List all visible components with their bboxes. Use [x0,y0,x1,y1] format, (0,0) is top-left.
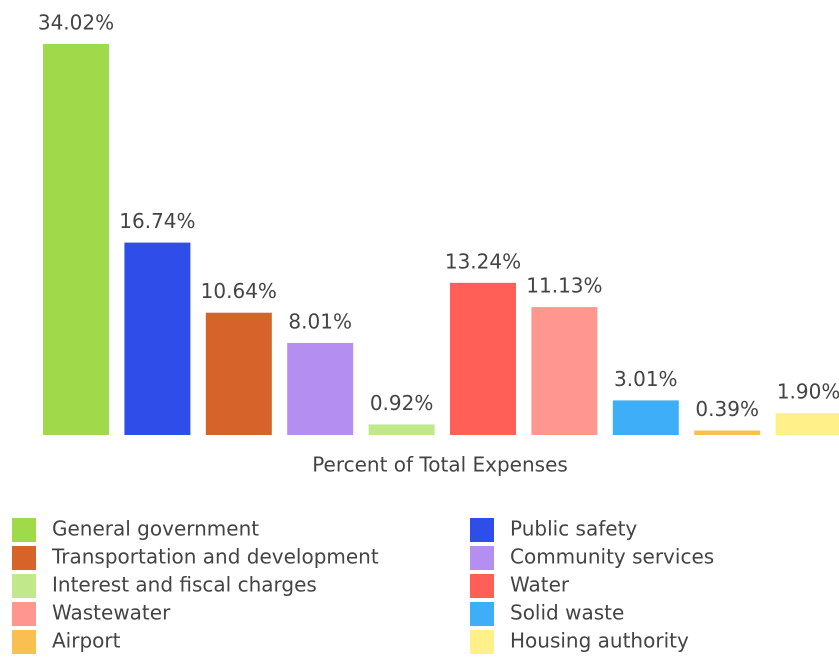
legend-label: Wastewater [52,601,171,625]
bar [43,44,109,435]
legend-swatch [470,546,494,570]
legend-label: Transportation and development [51,545,379,569]
bar [612,400,679,435]
x-axis-label: Percent of Total Expenses [312,453,568,477]
bar [694,430,761,435]
bar [287,342,354,435]
legend-swatch [12,630,36,654]
legend-swatch [12,574,36,598]
bar [205,312,272,435]
bar [368,424,435,435]
legend-swatch [470,518,494,542]
data-label: 0.92% [370,391,434,415]
legend-label: Solid waste [510,601,624,625]
data-label: 1.90% [777,380,839,404]
bar [775,413,839,435]
data-label: 13.24% [445,249,521,273]
data-label: 3.01% [614,367,678,391]
bar [531,307,598,435]
data-label: 34.02% [38,11,114,35]
legend-label: Interest and fiscal charges [52,573,317,597]
legend-swatch [470,574,494,598]
legend-swatch [470,602,494,626]
legend-swatch [12,546,36,570]
data-label: 11.13% [526,274,602,298]
data-label: 0.39% [695,397,759,421]
legend-label: Airport [52,629,121,653]
legend-swatch [12,602,36,626]
legend-label: Housing authority [510,629,689,653]
bar [450,282,516,435]
legend-label: Community services [510,545,714,569]
legend-label: Water [510,573,570,597]
data-label: 16.74% [119,209,195,233]
bar [124,242,191,435]
data-label: 8.01% [288,309,352,333]
legend-swatch [470,630,494,654]
legend-label: Public safety [510,517,637,541]
data-label: 10.64% [201,279,277,303]
legend-swatch [12,518,36,542]
legend-label: General government [52,517,259,541]
